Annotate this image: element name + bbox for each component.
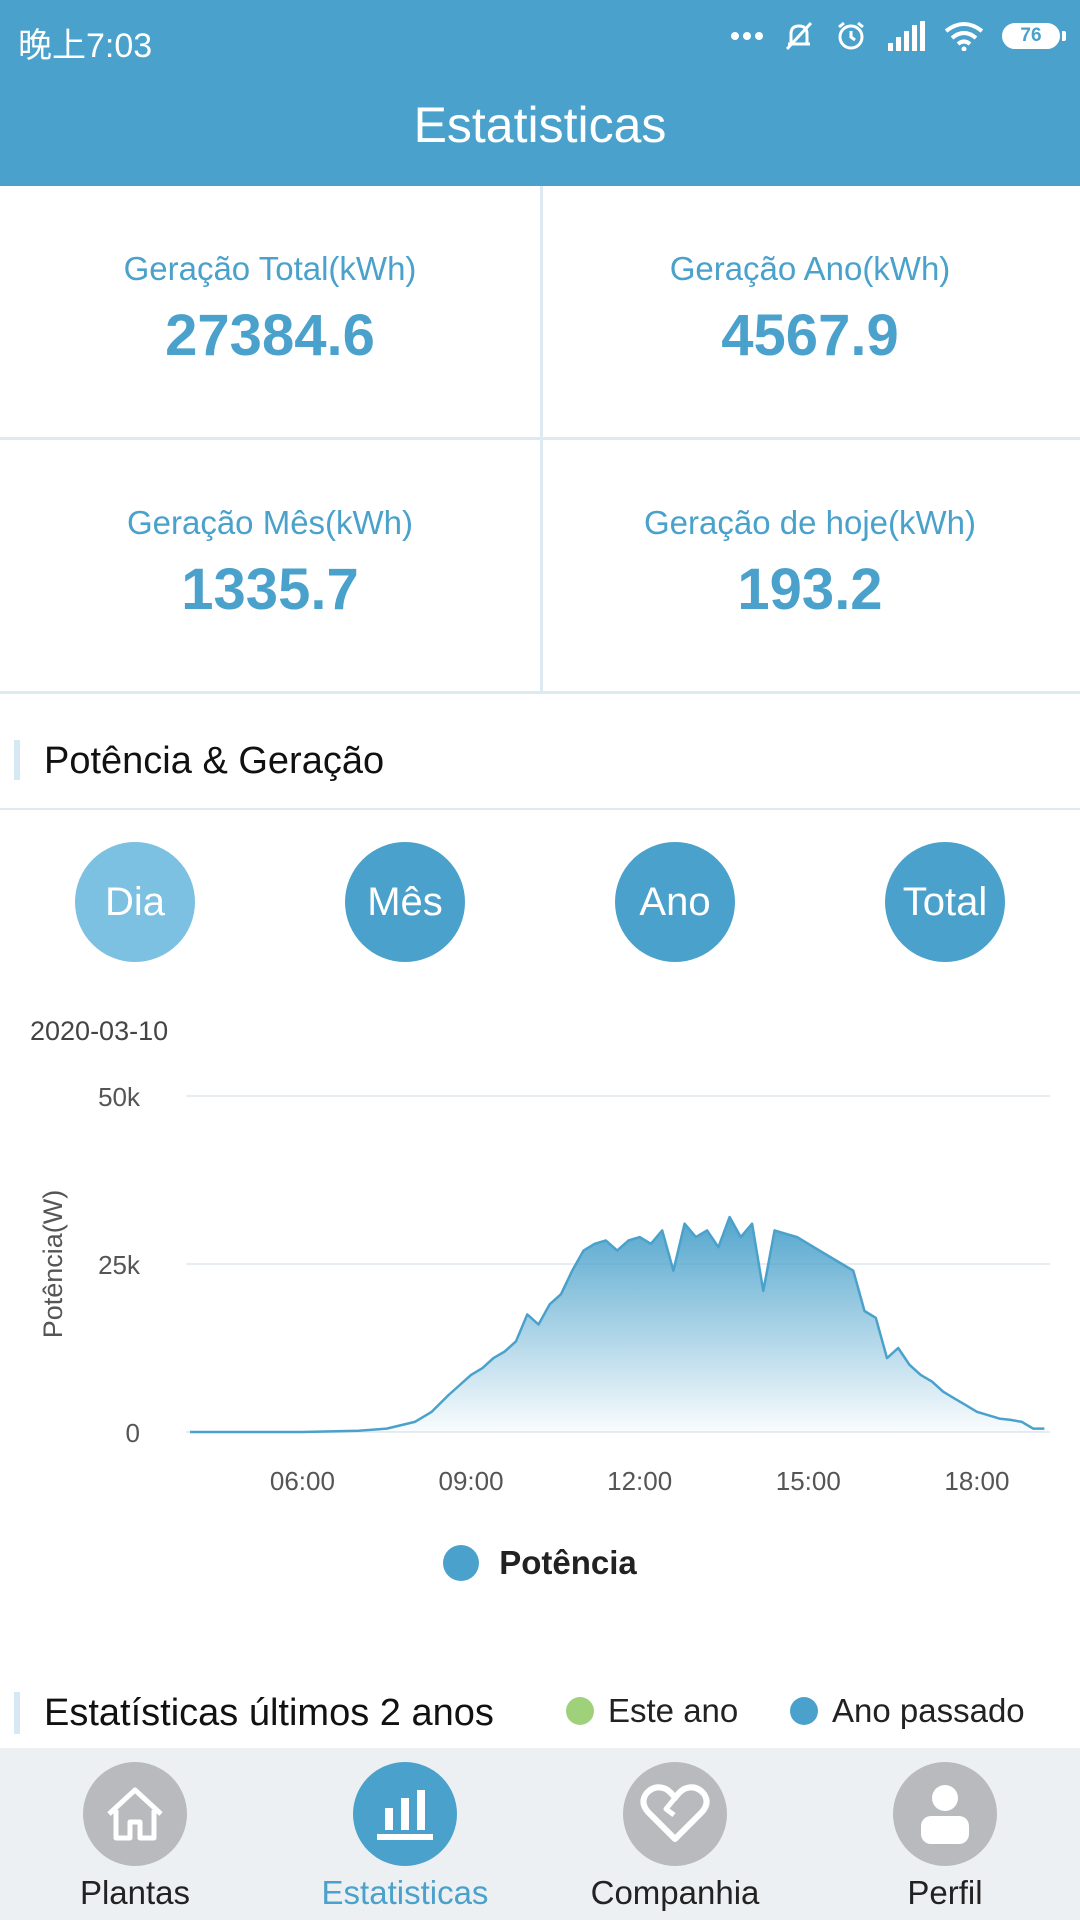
legend-label-ano-passado: Ano passado	[832, 1692, 1025, 1729]
stats-divider-horizontal	[0, 437, 1080, 440]
section-stats2-header: Estatísticas últimos 2 anos	[0, 1654, 1080, 1734]
section-accent-bar-2	[14, 1692, 20, 1734]
bar-chart-icon	[377, 1790, 433, 1840]
stats-divider-vertical	[540, 186, 543, 694]
stat-year: Geração Ano(kWh) 4567.9	[540, 186, 1080, 440]
stat-today-value: 193.2	[737, 557, 883, 622]
chart-date: 2020-03-10	[30, 1016, 169, 1046]
legend-dot-potencia	[443, 1545, 480, 1581]
top-bar: 晚上7:03 76 Estatisticas	[0, 0, 1080, 186]
stat-year-value: 4567.9	[721, 303, 899, 368]
page-title: Estatisticas	[413, 97, 667, 153]
stats-grid: Geração Total(kWh) 27384.6 Geração Ano(k…	[0, 186, 1080, 694]
stat-total-value: 27384.6	[165, 303, 375, 368]
bottom-nav: Plantas Estatisticas Companhia	[0, 1748, 1080, 1920]
nav-companhia-circle	[623, 1762, 727, 1866]
section-power-title: Potência & Geração	[44, 740, 385, 782]
nav-estatisticas[interactable]: Estatisticas	[270, 1748, 540, 1920]
legend-este-ano[interactable]: Este ano	[566, 1692, 738, 1730]
stats-divider-bottom	[0, 691, 1080, 694]
signal-icon	[888, 21, 925, 51]
legend-dot-este-ano	[566, 1697, 594, 1725]
status-icons: 76	[730, 16, 1066, 56]
y-tick-label: 25k	[98, 1250, 141, 1280]
nav-plantas-circle	[83, 1762, 187, 1866]
stat-today: Geração de hoje(kWh) 193.2	[540, 440, 1080, 694]
nav-companhia-label: Companhia	[590, 1874, 760, 1911]
tab-ano[interactable]: Ano	[615, 842, 735, 962]
x-tick-label: 06:00	[270, 1466, 335, 1496]
status-time: 晚上7:03	[18, 27, 153, 65]
tab-total[interactable]: Total	[885, 842, 1005, 962]
more-dots-icon	[731, 32, 763, 40]
alarm-icon	[838, 21, 864, 50]
stat-month: Geração Mês(kWh) 1335.7	[0, 440, 540, 694]
section-divider	[0, 808, 1080, 810]
nav-plantas-label: Plantas	[79, 1874, 191, 1911]
stat-today-label: Geração de hoje(kWh)	[644, 504, 976, 541]
x-tick-label: 18:00	[944, 1466, 1009, 1496]
battery-icon: 76	[1002, 23, 1066, 49]
section-accent-bar	[14, 740, 20, 780]
x-tick-label: 09:00	[439, 1466, 504, 1496]
nav-perfil[interactable]: Perfil	[810, 1748, 1080, 1920]
chart-legend[interactable]: Potência	[0, 1544, 1080, 1582]
power-chart: 0 25k 50k Potência(W) 06:00 09:00 12:00 15:00 18…	[38, 1082, 1050, 1496]
series-potencia-area	[190, 1217, 1045, 1432]
x-tick-label: 12:00	[607, 1466, 672, 1496]
battery-level: 76	[1002, 23, 1060, 49]
legend-ano-passado[interactable]: Ano passado	[790, 1692, 1025, 1730]
section-power-header: Potência & Geração	[0, 694, 1080, 810]
stat-month-value: 1335.7	[181, 557, 359, 622]
stat-total: Geração Total(kWh) 27384.6	[0, 186, 540, 440]
nav-plantas[interactable]: Plantas	[0, 1748, 270, 1920]
x-tick-label: 15:00	[776, 1466, 841, 1496]
heart-icon	[640, 1784, 710, 1842]
y-tick-label: 0	[126, 1418, 140, 1448]
nav-perfil-label: Perfil	[907, 1874, 983, 1911]
nav-estatisticas-circle	[353, 1762, 457, 1866]
nav-perfil-circle	[893, 1762, 997, 1866]
stat-month-label: Geração Mês(kWh)	[126, 504, 414, 541]
series-potencia-line	[190, 1215, 1045, 1434]
stat-year-label: Geração Ano(kWh)	[669, 250, 951, 287]
silent-bell-icon	[785, 21, 813, 51]
nav-companhia[interactable]: Companhia	[540, 1748, 810, 1920]
legend-label-potencia: Potência	[499, 1544, 637, 1581]
section-stats2-title: Estatísticas últimos 2 anos	[44, 1692, 494, 1734]
house-icon	[107, 1787, 163, 1841]
y-tick-label: 50k	[98, 1082, 141, 1112]
person-icon	[921, 1785, 969, 1844]
tab-dia[interactable]: Dia	[75, 842, 195, 962]
wifi-icon	[944, 22, 984, 51]
nav-estatisticas-label: Estatisticas	[321, 1874, 489, 1911]
stat-total-label: Geração Total(kWh)	[123, 250, 417, 287]
y-axis-label: Potência(W)	[38, 1190, 68, 1339]
tab-mes[interactable]: Mês	[345, 842, 465, 962]
legend-dot-ano-passado	[790, 1697, 818, 1725]
legend-label-este-ano: Este ano	[608, 1692, 739, 1729]
